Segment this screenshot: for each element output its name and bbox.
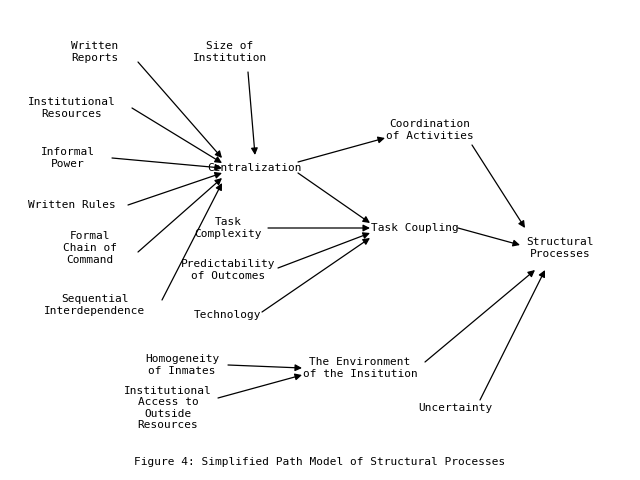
Text: Structural
Processes: Structural Processes [526, 237, 594, 259]
Text: Coordination
of Activities: Coordination of Activities [386, 119, 474, 141]
Text: Formal
Chain of
Command: Formal Chain of Command [63, 231, 117, 264]
Text: Size of
Institution: Size of Institution [193, 41, 267, 63]
Text: Written Rules: Written Rules [28, 200, 116, 210]
Text: Centralization: Centralization [208, 163, 302, 173]
Text: The Environment
of the Insitution: The Environment of the Insitution [303, 357, 417, 379]
Text: Homogeneity
of Inmates: Homogeneity of Inmates [145, 354, 219, 376]
Text: Figure 4: Simplified Path Model of Structural Processes: Figure 4: Simplified Path Model of Struc… [134, 457, 506, 467]
Text: Institutional
Access to
Outside
Resources: Institutional Access to Outside Resource… [124, 385, 212, 431]
Text: Predictability
of Outcomes: Predictability of Outcomes [180, 259, 275, 281]
Text: Task
Complexity: Task Complexity [195, 217, 262, 239]
Text: Institutional
Resources: Institutional Resources [28, 97, 116, 119]
Text: Informal
Power: Informal Power [41, 147, 95, 169]
Text: Written
Reports: Written Reports [72, 41, 118, 63]
Text: Technology: Technology [195, 310, 262, 320]
Text: Task Coupling: Task Coupling [371, 223, 459, 233]
Text: Sequential
Interdependence: Sequential Interdependence [44, 294, 146, 316]
Text: Uncertainty: Uncertainty [418, 403, 492, 413]
